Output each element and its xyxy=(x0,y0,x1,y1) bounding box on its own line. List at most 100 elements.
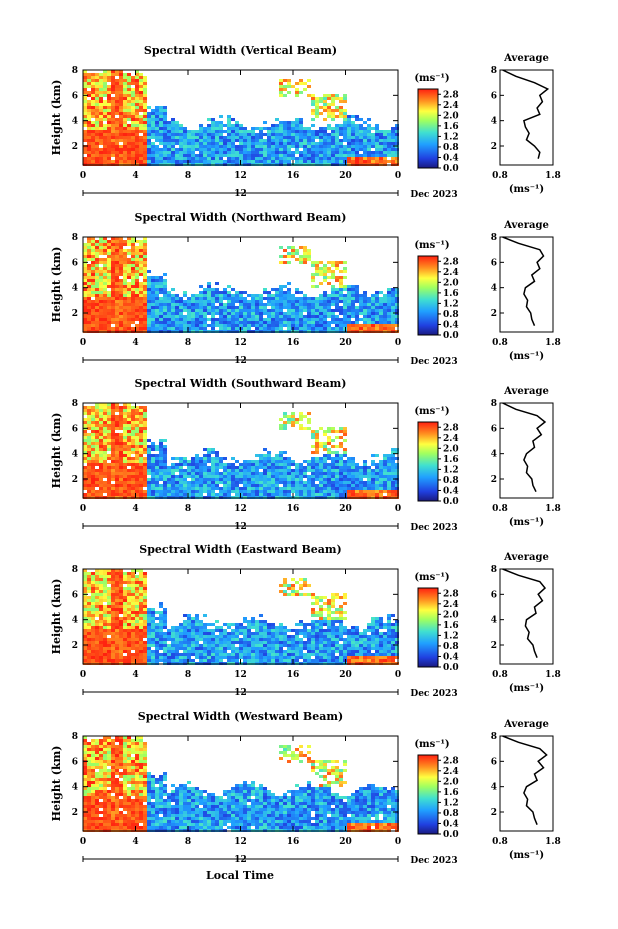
heatmap-cell xyxy=(131,626,135,629)
heatmap-cell xyxy=(347,469,351,472)
heatmap-cell xyxy=(291,469,295,472)
heatmap-cell xyxy=(115,593,119,596)
heatmap-cell xyxy=(335,475,339,478)
heatmap-cell xyxy=(171,472,175,475)
heatmap-cell xyxy=(299,157,303,160)
heatmap-cell xyxy=(115,620,119,623)
heatmap-cell xyxy=(111,288,115,291)
heatmap-cell xyxy=(215,154,219,157)
heatmap-cell xyxy=(87,490,91,493)
heatmap-cell xyxy=(327,148,331,151)
heatmap-cell xyxy=(371,490,375,493)
heatmap-cell xyxy=(275,133,279,136)
heatmap-cell xyxy=(315,297,319,300)
heatmap-cell xyxy=(123,97,127,100)
heatmap-cell xyxy=(87,258,91,261)
heatmap-cell xyxy=(323,433,327,436)
heatmap-cell xyxy=(135,620,139,623)
heatmap-cell xyxy=(299,418,303,421)
heatmap-cell xyxy=(395,309,399,312)
heatmap-cell xyxy=(131,406,135,409)
heatmap-cell xyxy=(319,315,323,318)
heatmap-cell xyxy=(183,324,187,327)
heatmap-cell xyxy=(107,297,111,300)
heatmap-cell xyxy=(143,151,147,154)
heatmap-cell xyxy=(103,623,107,626)
heatmap-cell xyxy=(95,85,99,88)
heatmap-cell xyxy=(103,79,107,82)
heatmap-cell xyxy=(147,445,151,448)
heatmap-cell xyxy=(103,82,107,85)
heatmap-cell xyxy=(335,127,339,130)
heatmap-cell xyxy=(91,127,95,130)
heatmap-cell xyxy=(135,240,139,243)
heatmap-cell xyxy=(83,653,87,656)
heatmap-cell xyxy=(231,133,235,136)
heatmap-cell xyxy=(267,148,271,151)
heatmap-cell xyxy=(295,127,299,130)
heatmap-cell xyxy=(339,142,343,145)
heatmap-cell xyxy=(159,487,163,490)
heatmap-cell xyxy=(139,79,143,82)
heatmap-cell xyxy=(143,109,147,112)
heatmap-cell xyxy=(299,91,303,94)
heatmap-cell xyxy=(87,118,91,121)
heatmap-cell xyxy=(91,240,95,243)
heatmap-cell xyxy=(335,430,339,433)
heatmap-cell xyxy=(143,79,147,82)
heatmap-cell xyxy=(395,487,399,490)
heatmap-cell xyxy=(83,70,87,73)
heatmap-cell xyxy=(107,418,111,421)
heatmap-cell xyxy=(123,578,127,581)
day-marker: 12 xyxy=(234,522,247,532)
heatmap-cell xyxy=(379,327,383,330)
heatmap-cell xyxy=(91,249,95,252)
heatmap-cell xyxy=(227,303,231,306)
heatmap-cell xyxy=(203,127,207,130)
heatmap-cell xyxy=(331,327,335,330)
heatmap-cell xyxy=(155,136,159,139)
heatmap-cell xyxy=(91,309,95,312)
heatmap-cell xyxy=(91,575,95,578)
heatmap-cell xyxy=(119,294,123,297)
heatmap-cell xyxy=(251,294,255,297)
heatmap-cell xyxy=(211,318,215,321)
heatmap-cell xyxy=(331,487,335,490)
heatmap-cell xyxy=(147,106,151,109)
heatmap-cell xyxy=(163,121,167,124)
heatmap-cell xyxy=(87,457,91,460)
heatmap-cell xyxy=(135,460,139,463)
heatmap-cell xyxy=(323,270,327,273)
heatmap-cell xyxy=(207,291,211,294)
heatmap-cell xyxy=(143,88,147,91)
heatmap-cell xyxy=(127,97,131,100)
heatmap-cell xyxy=(127,650,131,653)
heatmap-cell xyxy=(311,318,315,321)
heatmap-cell xyxy=(295,475,299,478)
heatmap-cell xyxy=(99,409,103,412)
heatmap-cell xyxy=(275,469,279,472)
heatmap-cell xyxy=(127,148,131,151)
heatmap-cell xyxy=(323,94,327,97)
heatmap-cell xyxy=(203,463,207,466)
heatmap-cell xyxy=(283,285,287,288)
heatmap-cell xyxy=(303,142,307,145)
heatmap-cell xyxy=(171,148,175,151)
heatmap-cell xyxy=(175,327,179,330)
heatmap-cell xyxy=(91,647,95,650)
heatmap-cell xyxy=(203,481,207,484)
heatmap-cell xyxy=(367,297,371,300)
heatmap-cell xyxy=(107,487,111,490)
heatmap-cell xyxy=(283,294,287,297)
heatmap-cell xyxy=(135,596,139,599)
heatmap-cell xyxy=(367,321,371,324)
heatmap-cell xyxy=(207,142,211,145)
x-tick-label: 0 xyxy=(80,171,86,181)
heatmap-cell xyxy=(263,288,267,291)
heatmap-cell xyxy=(347,472,351,475)
heatmap-cell xyxy=(147,148,151,151)
heatmap-cell xyxy=(99,596,103,599)
heatmap-cell xyxy=(315,321,319,324)
heatmap-cell xyxy=(391,472,395,475)
heatmap-cell xyxy=(83,273,87,276)
